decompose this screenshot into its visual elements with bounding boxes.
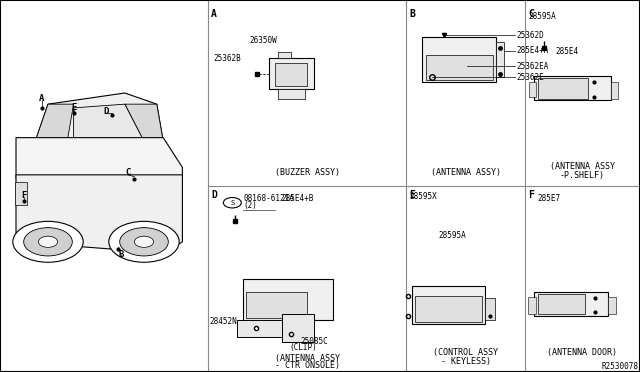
Polygon shape [16, 175, 182, 253]
Text: 26350W: 26350W [250, 36, 277, 45]
Text: D: D [103, 107, 108, 116]
Circle shape [120, 228, 168, 256]
Bar [243, 279, 333, 320]
Text: (ANTENNA ASSY: (ANTENNA ASSY [275, 354, 340, 363]
Polygon shape [16, 138, 182, 179]
Bar [237, 320, 298, 337]
Circle shape [109, 221, 179, 262]
Text: A: A [39, 94, 44, 103]
Text: F: F [22, 191, 27, 200]
Text: (2): (2) [244, 201, 258, 210]
Circle shape [13, 221, 83, 262]
Bar [538, 294, 586, 314]
Bar [426, 55, 493, 80]
Text: 25362D: 25362D [516, 31, 544, 40]
Text: R2530078: R2530078 [602, 362, 639, 371]
Bar [412, 286, 485, 324]
Polygon shape [74, 104, 144, 141]
Bar [528, 298, 536, 314]
Text: -P.SHELF): -P.SHELF) [560, 171, 605, 180]
Text: 08168-6121A: 08168-6121A [244, 194, 294, 203]
Text: (BUZZER ASSY): (BUZZER ASSY) [275, 168, 340, 177]
Text: E: E [410, 190, 415, 200]
Text: (ANTENNA ASSY: (ANTENNA ASSY [550, 162, 615, 171]
Text: 285E4+A: 285E4+A [516, 46, 549, 55]
Text: B: B [119, 250, 124, 259]
Bar [529, 82, 536, 97]
Bar [611, 82, 618, 99]
Bar [422, 37, 496, 82]
Bar [15, 182, 27, 205]
Text: D: D [211, 190, 217, 200]
Bar [496, 42, 504, 77]
Polygon shape [35, 93, 163, 141]
Text: 285E7: 285E7 [538, 194, 561, 203]
Bar [269, 58, 314, 89]
Bar [538, 78, 588, 99]
Bar [275, 63, 307, 86]
Bar [608, 298, 616, 314]
Bar [282, 314, 314, 342]
Text: 28595A: 28595A [438, 231, 466, 240]
Text: (CONTROL ASSY: (CONTROL ASSY [433, 348, 498, 357]
Text: S: S [230, 200, 234, 206]
Text: E: E [71, 103, 76, 112]
Bar [415, 296, 482, 322]
Text: 28452N: 28452N [209, 317, 237, 326]
Text: C: C [528, 9, 534, 19]
Text: (ANTENNA ASSY): (ANTENNA ASSY) [431, 168, 500, 177]
Bar [534, 76, 611, 100]
Circle shape [24, 228, 72, 256]
Text: 25362E: 25362E [516, 73, 544, 82]
Text: A: A [211, 9, 217, 19]
Text: 285E4: 285E4 [556, 47, 579, 56]
Text: - KEYLESS): - KEYLESS) [440, 357, 491, 366]
Text: 28595A: 28595A [528, 12, 556, 20]
Text: - CTR ONSOLE): - CTR ONSOLE) [275, 361, 340, 370]
Text: C: C [125, 169, 131, 177]
Bar [246, 292, 307, 318]
Bar [534, 292, 608, 316]
Text: F: F [528, 190, 534, 200]
Polygon shape [35, 104, 74, 141]
Text: (ANTENNA DOOR): (ANTENNA DOOR) [547, 348, 618, 357]
Text: 28595X: 28595X [410, 192, 437, 201]
Circle shape [38, 236, 58, 247]
Text: 25362B: 25362B [213, 54, 241, 63]
Text: 25085C: 25085C [301, 337, 328, 346]
Text: (CLIP): (CLIP) [289, 343, 317, 352]
Bar [278, 52, 291, 58]
Polygon shape [125, 104, 163, 141]
Text: 285E4+B: 285E4+B [282, 194, 314, 203]
Text: B: B [410, 9, 415, 19]
Bar [278, 89, 305, 99]
Circle shape [134, 236, 154, 247]
Bar [485, 298, 495, 320]
Text: 25362EA: 25362EA [516, 62, 549, 71]
